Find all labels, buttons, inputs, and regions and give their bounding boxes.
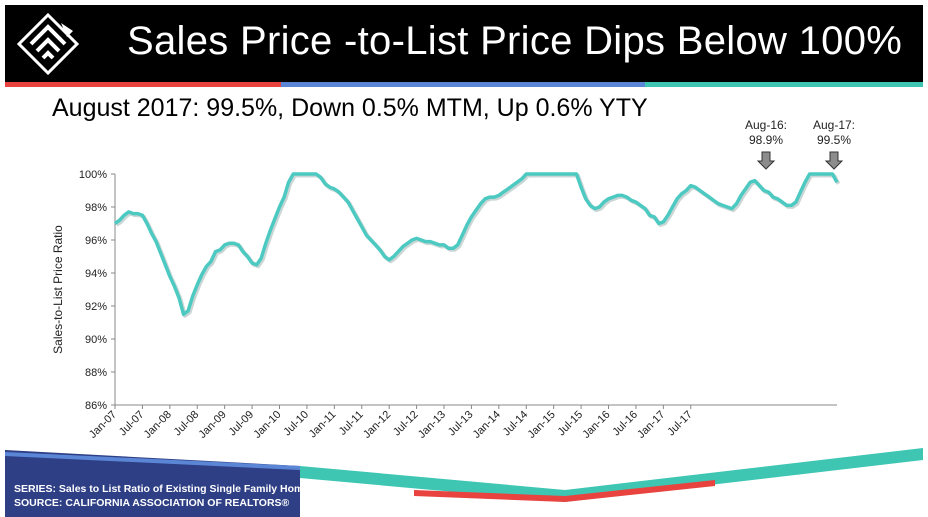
chart-subtitle: August 2017: 99.5%, Down 0.5% MTM, Up 0.… xyxy=(52,94,648,122)
y-tick-label: 90% xyxy=(85,334,107,346)
accent-stripe-red xyxy=(5,82,281,87)
logo-icon xyxy=(17,13,79,75)
series-line xyxy=(113,172,839,317)
footer-blue-highlight xyxy=(5,452,300,470)
arrow-down-icon xyxy=(824,151,844,170)
callout-aug17: Aug-17: 99.5% xyxy=(804,118,864,148)
callout-aug16: Aug-16: 98.9% xyxy=(736,118,796,148)
footer-red-band xyxy=(414,480,715,502)
footer-teal-band xyxy=(300,448,923,502)
accent-stripe-blue xyxy=(281,82,645,87)
x-tick-label: Jan-14 xyxy=(471,409,503,441)
callout-aug17-label: Aug-17: xyxy=(812,118,856,132)
x-tick-label: Jan-12 xyxy=(361,409,393,441)
y-tick-label: 92% xyxy=(85,301,107,313)
accent-stripe-teal xyxy=(645,82,923,87)
callout-aug16-value: 98.9% xyxy=(748,133,784,147)
callout-aug17-value: 99.5% xyxy=(816,133,852,147)
x-tick-label: Jul-10 xyxy=(281,409,311,439)
x-tick-label: Jul-17 xyxy=(665,409,695,439)
y-tick-label: 96% xyxy=(85,235,107,247)
x-tick-label: Jan-15 xyxy=(526,409,558,441)
y-tick-label: 88% xyxy=(85,367,107,379)
x-tick-label: Jan-08 xyxy=(142,409,174,441)
footer-blue-band xyxy=(5,450,300,517)
footer-series: SERIES: Sales to List Ratio of Existing … xyxy=(14,483,316,495)
header-bar: Sales Price -to-List Price Dips Below 10… xyxy=(5,5,923,82)
footer-source: SOURCE: CALIFORNIA ASSOCIATION OF REALTO… xyxy=(14,497,290,509)
x-tick-label: Jan-07 xyxy=(87,409,119,441)
x-tick-label: Jan-16 xyxy=(580,409,612,441)
page-title: Sales Price -to-List Price Dips Below 10… xyxy=(127,19,903,63)
x-tick-label: Jan-11 xyxy=(307,409,339,441)
x-tick-label: Jan-17 xyxy=(635,409,667,441)
y-tick-label: 100% xyxy=(79,169,107,181)
arrow-down-icon xyxy=(756,151,776,170)
x-tick-label: Jan-10 xyxy=(251,409,283,441)
y-tick-label: 98% xyxy=(85,202,107,214)
x-tick-label: Jan-09 xyxy=(197,409,229,441)
y-tick-label: 86% xyxy=(85,400,107,412)
callout-aug16-label: Aug-16: xyxy=(744,118,788,132)
footer-graphic xyxy=(5,448,923,517)
x-tick-label: Jan-13 xyxy=(416,409,448,441)
y-axis-label: Sales-to-List Price Ratio xyxy=(51,225,65,354)
y-tick-label: 94% xyxy=(85,268,107,280)
